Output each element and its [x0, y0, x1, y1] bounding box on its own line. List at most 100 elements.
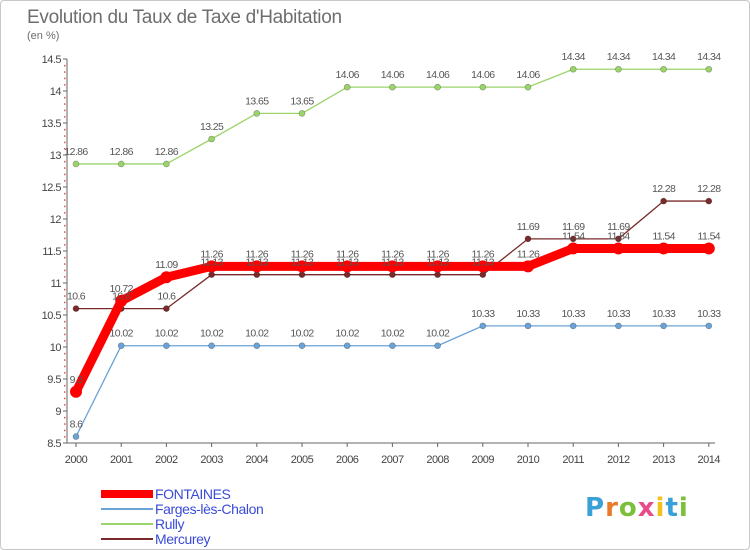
data-label: 11.26 — [381, 248, 404, 260]
data-label: 10.02 — [200, 328, 224, 340]
x-tick-label: 2000 — [65, 454, 88, 466]
data-label: 12.86 — [155, 146, 179, 158]
y-minor-tick — [64, 237, 66, 240]
legend-item: Farges-lès-Chalon — [101, 501, 264, 517]
data-point — [434, 83, 441, 91]
y-minor-tick — [64, 263, 66, 265]
data-label: 14.06 — [516, 69, 540, 81]
y-tick-label: 9 — [55, 406, 61, 418]
data-point — [117, 342, 125, 350]
legend-swatch — [101, 508, 153, 510]
data-label: 14.34 — [607, 51, 631, 63]
data-point — [431, 260, 444, 273]
y-minor-tick — [64, 148, 66, 150]
y-minor-tick — [64, 96, 66, 99]
data-point — [660, 197, 667, 205]
legend-swatch — [101, 490, 153, 498]
series-FONTAINES — [70, 242, 715, 398]
data-point — [657, 242, 670, 255]
y-minor-tick — [64, 384, 66, 387]
data-point — [163, 305, 170, 312]
y-tick-label: 14.5 — [42, 54, 62, 66]
data-label: 10.33 — [607, 308, 631, 320]
logo-letter: o — [618, 493, 638, 523]
data-point — [72, 160, 80, 168]
data-point — [72, 433, 80, 440]
data-label: 11.69 — [517, 221, 540, 233]
data-point — [389, 83, 396, 91]
data-label: 14.06 — [471, 69, 495, 81]
data-label: 10.33 — [697, 308, 721, 320]
y-minor-tick — [64, 167, 66, 169]
logo-letter: t — [665, 493, 679, 523]
data-point — [253, 342, 261, 350]
data-point — [705, 65, 713, 73]
y-minor-tick — [64, 436, 66, 438]
x-tick-label: 2008 — [426, 454, 449, 466]
data-point — [115, 294, 128, 307]
y-minor-tick — [64, 404, 66, 406]
data-point — [434, 271, 441, 278]
y-tick-label: 14 — [50, 86, 62, 98]
data-point — [208, 342, 215, 350]
y-minor-tick — [64, 71, 66, 73]
data-label: 10.02 — [110, 328, 134, 340]
logo-letter: i — [678, 493, 689, 523]
y-minor-tick — [64, 109, 66, 112]
data-label: 10.02 — [290, 328, 314, 340]
y-minor-tick — [64, 340, 66, 342]
data-point — [208, 271, 215, 278]
data-point — [569, 65, 577, 73]
y-minor-tick — [64, 327, 66, 329]
data-point — [702, 242, 715, 255]
data-point — [479, 271, 487, 278]
data-point — [343, 83, 351, 91]
data-label: 10.02 — [155, 328, 179, 340]
data-point — [208, 135, 215, 143]
data-point — [298, 110, 306, 117]
data-point — [253, 110, 261, 117]
data-label: 10.33 — [471, 308, 495, 320]
data-label: 13.25 — [200, 121, 224, 133]
data-label: 11.26 — [336, 248, 359, 260]
data-label: 10.02 — [426, 328, 450, 340]
legend-item: Mercurey — [101, 531, 211, 547]
y-minor-tick — [64, 205, 66, 208]
y-minor-tick — [64, 199, 66, 201]
y-minor-tick — [64, 256, 66, 259]
data-label: 11.13 — [246, 257, 269, 269]
data-point — [163, 160, 170, 168]
legend-label: Farges-lès-Chalon — [155, 501, 264, 517]
data-point — [615, 235, 622, 243]
y-minor-tick — [64, 141, 66, 144]
data-point — [476, 260, 489, 273]
y-minor-tick — [64, 423, 66, 425]
data-label: 14.06 — [426, 69, 450, 81]
x-tick-label: 2007 — [381, 454, 404, 466]
y-minor-tick — [64, 180, 66, 182]
y-minor-tick — [64, 301, 66, 304]
y-minor-tick — [64, 352, 66, 355]
data-label: 11.13 — [381, 257, 404, 269]
data-point — [524, 83, 532, 91]
data-point — [389, 271, 396, 278]
data-label: 11.54 — [607, 230, 630, 242]
legend-swatch — [101, 538, 153, 540]
y-tick-label: 12.5 — [42, 182, 62, 194]
data-label: 11.69 — [562, 221, 585, 233]
data-label: 12.28 — [697, 183, 721, 195]
data-point — [386, 260, 399, 273]
data-label: 13.65 — [290, 95, 314, 107]
y-minor-tick — [64, 103, 66, 105]
data-point — [479, 83, 487, 91]
data-label: 10.6 — [112, 291, 131, 303]
data-label: 14.06 — [336, 69, 360, 81]
data-point — [70, 385, 82, 398]
data-label: 11.26 — [200, 248, 223, 260]
data-point — [705, 322, 713, 330]
x-tick-label: 2013 — [652, 454, 675, 466]
data-label: 11.13 — [291, 257, 314, 269]
data-label: 14.34 — [652, 51, 676, 63]
